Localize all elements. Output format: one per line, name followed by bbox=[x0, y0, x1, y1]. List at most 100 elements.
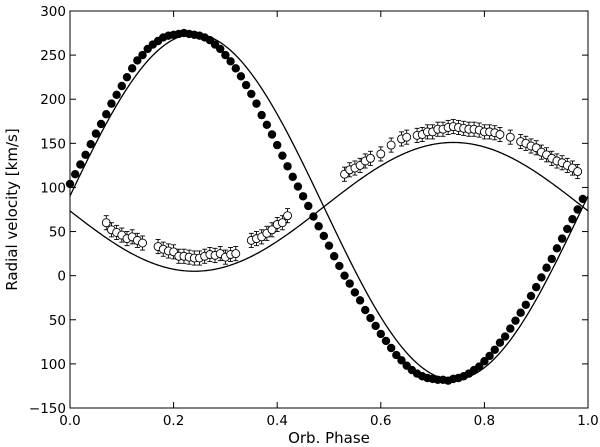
secondary-star-points bbox=[101, 119, 583, 266]
primary-data-point bbox=[361, 305, 370, 315]
primary-data-point bbox=[573, 205, 582, 214]
secondary-data-point bbox=[267, 225, 277, 235]
y-tick-label: 50 bbox=[49, 225, 66, 241]
primary-data-point bbox=[568, 215, 577, 224]
y-tick-label: 50 bbox=[49, 313, 66, 329]
primary-data-point bbox=[283, 162, 292, 171]
primary-data-point bbox=[117, 81, 127, 91]
primary-data-point bbox=[371, 321, 380, 331]
primary-data-point bbox=[262, 120, 272, 130]
y-tick-label: 100 bbox=[40, 180, 66, 196]
primary-data-point bbox=[340, 271, 349, 280]
primary-data-point bbox=[475, 362, 484, 371]
x-tick-label: 0.0 bbox=[59, 413, 80, 429]
x-tick-label: 0.2 bbox=[163, 413, 184, 429]
secondary-data-point bbox=[283, 211, 293, 221]
primary-data-point bbox=[511, 316, 520, 325]
secondary-data-point bbox=[495, 130, 505, 139]
primary-data-point bbox=[257, 110, 266, 120]
secondary-data-point bbox=[138, 238, 147, 248]
primary-data-point bbox=[397, 356, 406, 365]
primary-data-point bbox=[96, 119, 106, 129]
secondary-data-point bbox=[573, 167, 583, 177]
primary-data-point bbox=[102, 110, 111, 119]
primary-data-point bbox=[273, 140, 282, 150]
primary-data-point bbox=[76, 160, 85, 169]
primary-data-point bbox=[557, 234, 567, 243]
primary-data-point bbox=[314, 222, 323, 231]
primary-data-point bbox=[278, 151, 287, 160]
secondary-data-point bbox=[402, 132, 412, 142]
primary-data-point bbox=[81, 150, 90, 160]
primary-data-point bbox=[350, 288, 360, 297]
primary-data-point bbox=[226, 57, 235, 66]
primary-data-point bbox=[485, 351, 494, 361]
primary-data-point bbox=[500, 332, 510, 341]
primary-data-point bbox=[563, 224, 572, 234]
primary-data-point bbox=[298, 192, 308, 201]
x-tick-label: 0.8 bbox=[474, 413, 495, 429]
primary-data-point bbox=[247, 89, 256, 99]
y-axis: −150 100 50 0 50 100 150 200 250 300 bbox=[29, 4, 588, 417]
primary-data-point bbox=[345, 279, 354, 288]
y-tick-label: 150 bbox=[40, 136, 66, 152]
secondary-data-point bbox=[231, 249, 241, 259]
y-tick-label: 300 bbox=[40, 4, 66, 20]
x-axis-title: Orb. Phase bbox=[288, 429, 370, 447]
primary-data-point bbox=[252, 99, 261, 108]
primary-data-point bbox=[319, 231, 329, 241]
primary-data-point bbox=[578, 194, 588, 204]
primary-star-points bbox=[65, 28, 588, 385]
primary-data-point bbox=[107, 99, 116, 108]
primary-data-point bbox=[392, 350, 401, 360]
primary-data-point bbox=[293, 182, 303, 191]
x-tick-label: 0.6 bbox=[370, 413, 391, 429]
primary-data-point bbox=[480, 357, 489, 366]
primary-data-point bbox=[122, 72, 132, 82]
primary-data-point bbox=[490, 345, 499, 354]
plot-frame bbox=[69, 10, 589, 409]
primary-data-point bbox=[335, 261, 344, 271]
primary-data-point bbox=[552, 244, 562, 253]
plot-marks bbox=[65, 28, 588, 385]
primary-data-point bbox=[516, 308, 525, 317]
primary-data-point bbox=[526, 291, 536, 301]
primary-data-point bbox=[532, 282, 541, 292]
y-tick-label: −150 bbox=[29, 401, 66, 417]
primary-data-point bbox=[542, 263, 551, 272]
y-axis-title: Radial velocity [km/s] bbox=[3, 128, 21, 290]
primary-data-point bbox=[236, 72, 246, 81]
primary-data-point bbox=[231, 64, 240, 73]
primary-data-point bbox=[267, 130, 277, 139]
primary-data-point bbox=[521, 300, 531, 309]
primary-data-point bbox=[386, 343, 396, 353]
x-tick-label: 1.0 bbox=[577, 413, 598, 429]
primary-data-point bbox=[366, 313, 375, 323]
primary-data-point bbox=[216, 44, 225, 54]
primary-model-curve bbox=[70, 33, 588, 381]
secondary-data-point bbox=[365, 153, 375, 163]
primary-data-point bbox=[495, 338, 505, 347]
primary-data-point bbox=[506, 324, 515, 333]
primary-data-point bbox=[221, 50, 230, 60]
primary-data-point bbox=[324, 241, 334, 250]
primary-data-point bbox=[138, 50, 147, 60]
primary-data-point bbox=[355, 296, 365, 305]
secondary-model-curve bbox=[70, 141, 588, 272]
y-tick-label: 200 bbox=[40, 92, 66, 108]
primary-data-point bbox=[241, 80, 251, 90]
primary-data-point bbox=[309, 212, 318, 221]
primary-data-point bbox=[91, 129, 101, 138]
y-tick-label: 0 bbox=[57, 269, 66, 285]
primary-data-point bbox=[537, 273, 546, 282]
primary-data-point bbox=[547, 254, 556, 264]
primary-data-point bbox=[304, 201, 313, 211]
x-tick-label: 0.4 bbox=[266, 413, 287, 429]
primary-data-point bbox=[133, 56, 142, 65]
y-tick-label: 250 bbox=[40, 48, 66, 64]
primary-data-point bbox=[127, 64, 137, 73]
primary-data-point bbox=[86, 140, 95, 149]
y-tick-label: 100 bbox=[40, 357, 66, 373]
primary-data-point bbox=[376, 329, 385, 339]
